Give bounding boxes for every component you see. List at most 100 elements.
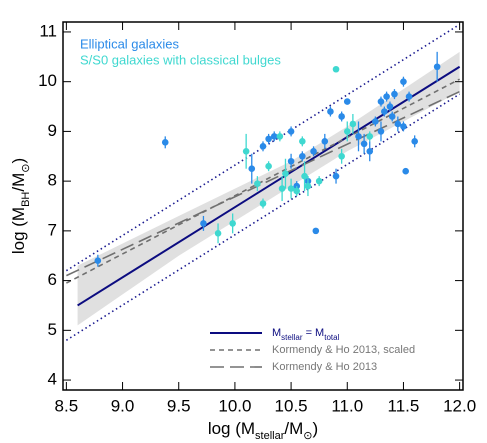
y-tick-label: 5 <box>48 320 57 339</box>
y-tick-label: 7 <box>48 220 57 239</box>
x-axis-title: log (Mstellar/M⊙) <box>208 419 318 441</box>
data-point <box>229 220 236 227</box>
confidence-band <box>77 51 460 326</box>
x-tick-label: 10.5 <box>275 396 308 415</box>
x-tick-label: 10.0 <box>218 396 251 415</box>
data-point <box>321 138 329 145</box>
data-point <box>411 138 418 145</box>
data-point <box>254 180 261 187</box>
data-point <box>433 63 441 71</box>
data-point <box>304 182 312 190</box>
data-point <box>391 90 398 98</box>
fit-line <box>66 90 460 277</box>
x-tick-label: 8.5 <box>55 396 79 415</box>
label-part: log (M <box>9 207 28 254</box>
label-subscript: ⊙ <box>303 430 312 442</box>
y-axis-title: log (MBH/M⊙) <box>9 158 31 254</box>
data-point <box>343 128 351 135</box>
y-tick-label: 8 <box>48 171 57 190</box>
data-point <box>377 98 385 105</box>
label-part: ) <box>313 419 319 438</box>
data-point <box>282 170 289 177</box>
data-point <box>372 118 379 125</box>
label-subscript: ⊙ <box>20 164 32 173</box>
y-tick-label: 10 <box>38 71 57 90</box>
data-point <box>402 167 409 175</box>
data-point <box>287 157 295 165</box>
legend-label-part: = M <box>303 327 325 339</box>
y-tick-label: 9 <box>48 121 57 140</box>
data-point <box>394 120 402 128</box>
data-point <box>299 138 306 145</box>
data-point <box>383 93 390 100</box>
data-point <box>360 140 368 148</box>
data-point <box>377 128 385 135</box>
data-point <box>343 98 351 105</box>
data-point <box>301 172 308 180</box>
data-point <box>366 133 374 140</box>
y-tick-label: 4 <box>48 370 57 389</box>
data-point <box>265 162 272 170</box>
data-point <box>242 147 250 155</box>
legend-label: Mstellar = Mtotal <box>272 327 340 342</box>
data-point <box>332 65 340 73</box>
data-point <box>265 135 272 143</box>
data-point <box>338 113 345 120</box>
data-point <box>338 152 345 160</box>
data-point <box>355 133 362 140</box>
label-part: /M <box>284 419 303 438</box>
x-tick-label: 9.0 <box>111 396 135 415</box>
data-point <box>327 108 334 115</box>
data-point <box>366 147 374 155</box>
data-point <box>248 165 256 173</box>
data-point <box>293 187 301 195</box>
x-tick-label: 9.5 <box>167 396 191 415</box>
x-tick-label: 11.5 <box>388 396 420 415</box>
label-subscript: BH <box>20 192 32 207</box>
data-point <box>278 185 286 192</box>
data-point <box>332 172 340 180</box>
data-point <box>310 147 317 155</box>
data-point <box>287 128 295 135</box>
data-point <box>388 113 396 120</box>
x-tick-label: 12.0 <box>443 396 476 415</box>
data-point <box>259 143 267 150</box>
data-point <box>276 133 284 140</box>
data-point <box>349 120 357 128</box>
legend-label-part: M <box>272 327 281 339</box>
legend-label: S/S0 galaxies with classical bulges <box>80 52 281 67</box>
legend-label-part: stellar <box>281 333 303 342</box>
data-point <box>315 177 323 185</box>
data-point <box>381 108 388 115</box>
label-part: ) <box>9 158 28 164</box>
data-point <box>259 200 267 207</box>
fit-line <box>65 23 461 272</box>
plot-area <box>65 23 461 341</box>
label-part: log (M <box>208 419 255 438</box>
legend-label: Elliptical galaxies <box>80 36 179 51</box>
x-tick-label: 11.0 <box>331 396 363 415</box>
label-subscript: stellar <box>255 430 285 442</box>
data-point <box>386 103 394 110</box>
y-tick-label: 11 <box>39 21 57 40</box>
data-point <box>400 78 407 85</box>
data-point <box>299 152 306 160</box>
data-point <box>94 257 102 265</box>
data-point <box>400 123 407 130</box>
y-tick-label: 6 <box>48 270 57 289</box>
label-part: /M <box>9 173 28 192</box>
data-point <box>161 139 169 146</box>
data-point <box>312 227 320 235</box>
legend-label: Kormendy & Ho 2013 <box>272 361 377 373</box>
data-point <box>214 230 222 237</box>
fit-line <box>65 93 461 341</box>
data-point <box>287 185 295 192</box>
legend-label-part: total <box>324 333 339 342</box>
fit-line <box>77 65 461 307</box>
plot-frame <box>62 21 464 391</box>
fit-line <box>66 78 460 284</box>
legend-label: Kormendy & Ho 2013, scaled <box>272 344 415 356</box>
data-point <box>270 133 278 140</box>
data-point <box>405 93 413 100</box>
